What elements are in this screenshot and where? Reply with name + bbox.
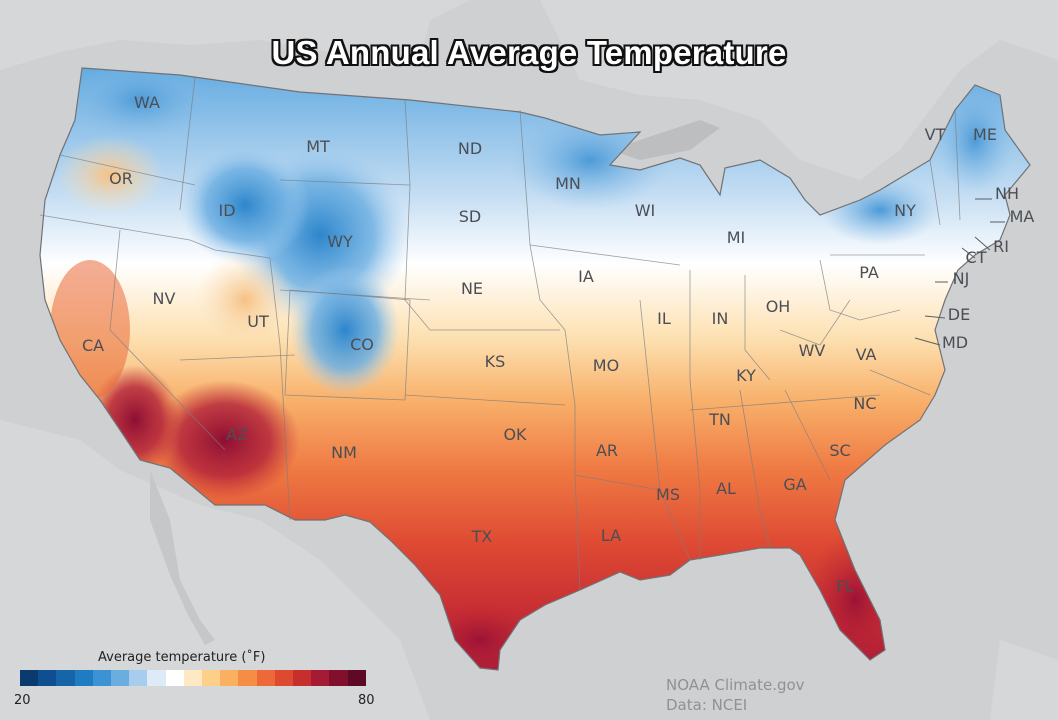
legend-swatch: [238, 670, 257, 686]
state-label-al: AL: [716, 479, 736, 498]
state-label-pa: PA: [859, 263, 879, 282]
legend-swatch: [256, 670, 275, 686]
state-label-mn: MN: [555, 174, 581, 193]
state-label-fl: FL: [836, 577, 854, 596]
legend-swatch: [220, 670, 239, 686]
legend-swatch: [129, 670, 148, 686]
state-label-nv: NV: [153, 289, 176, 308]
state-label-tx: TX: [471, 527, 493, 546]
state-label-va: VA: [856, 345, 877, 364]
legend-swatch: [274, 670, 294, 686]
state-label-ma: MA: [1010, 207, 1035, 226]
legend-swatch: [202, 670, 221, 686]
state-label-ny: NY: [894, 201, 916, 220]
state-label-ga: GA: [783, 475, 806, 494]
state-label-nj: NJ: [953, 269, 970, 288]
state-label-ri: RI: [993, 237, 1009, 256]
state-label-ar: AR: [596, 441, 618, 460]
state-label-ok: OK: [503, 425, 527, 444]
legend-min-label: 20: [14, 693, 31, 708]
state-label-mi: MI: [727, 228, 746, 247]
legend-max-label: 80: [358, 693, 375, 708]
state-label-or: OR: [109, 169, 133, 188]
legend-swatch: [92, 670, 112, 686]
state-label-nm: NM: [331, 443, 357, 462]
state-label-wi: WI: [635, 201, 656, 220]
state-label-il: IL: [657, 309, 671, 328]
state-label-ut: UT: [247, 312, 269, 331]
legend-color-scale: [20, 670, 366, 686]
credit-source: NOAA Climate.gov: [666, 676, 805, 694]
legend-title: Average temperature (˚F): [98, 650, 266, 665]
state-label-sd: SD: [459, 207, 481, 226]
state-label-vt: VT: [925, 125, 946, 144]
state-label-wy: WY: [327, 232, 353, 251]
legend-swatch: [165, 670, 184, 686]
legend-swatch: [20, 670, 39, 686]
state-label-de: DE: [948, 305, 970, 324]
state-labels: WA OR CA ID NV MT WY UT AZ CO NM ND SD NE KS OK TX MN IA MO…: [82, 93, 1034, 596]
legend-swatch: [347, 670, 366, 686]
state-label-nc: NC: [853, 394, 876, 413]
state-label-nh: NH: [995, 184, 1019, 203]
credit-data: Data: NCEI: [666, 696, 748, 714]
state-label-co: CO: [350, 335, 374, 354]
state-label-md: MD: [942, 333, 968, 352]
state-label-tn: TN: [708, 410, 731, 429]
state-label-wv: WV: [799, 341, 826, 360]
legend-swatch: [74, 670, 93, 686]
legend-swatch: [183, 670, 203, 686]
state-label-nd: ND: [458, 139, 482, 158]
state-label-la: LA: [601, 526, 621, 545]
state-label-ne: NE: [461, 279, 483, 298]
legend-swatch: [311, 670, 330, 686]
state-label-me: ME: [973, 125, 997, 144]
label-leaders: [914, 198, 1005, 346]
legend-swatch: [329, 670, 348, 686]
state-borders: [39, 77, 961, 591]
state-label-sc: SC: [829, 441, 850, 460]
state-label-in: IN: [712, 309, 729, 328]
state-label-oh: OH: [766, 297, 791, 316]
state-label-az: AZ: [226, 425, 248, 444]
state-label-id: ID: [218, 201, 235, 220]
state-label-ms: MS: [656, 485, 680, 504]
map-title: US Annual Average Temperature: [271, 34, 787, 71]
state-label-ks: KS: [485, 352, 506, 371]
state-label-ct: CT: [966, 248, 987, 267]
legend-swatch: [38, 670, 57, 686]
state-label-mt: MT: [306, 137, 330, 156]
state-label-ky: KY: [736, 366, 756, 385]
state-label-mo: MO: [593, 356, 619, 375]
legend-swatch: [147, 670, 166, 686]
legend-swatch: [293, 670, 312, 686]
state-label-ca: CA: [82, 336, 104, 355]
legend-swatch: [56, 670, 75, 686]
legend-swatch: [111, 670, 130, 686]
state-label-ia: IA: [578, 267, 594, 286]
state-label-wa: WA: [134, 93, 160, 112]
